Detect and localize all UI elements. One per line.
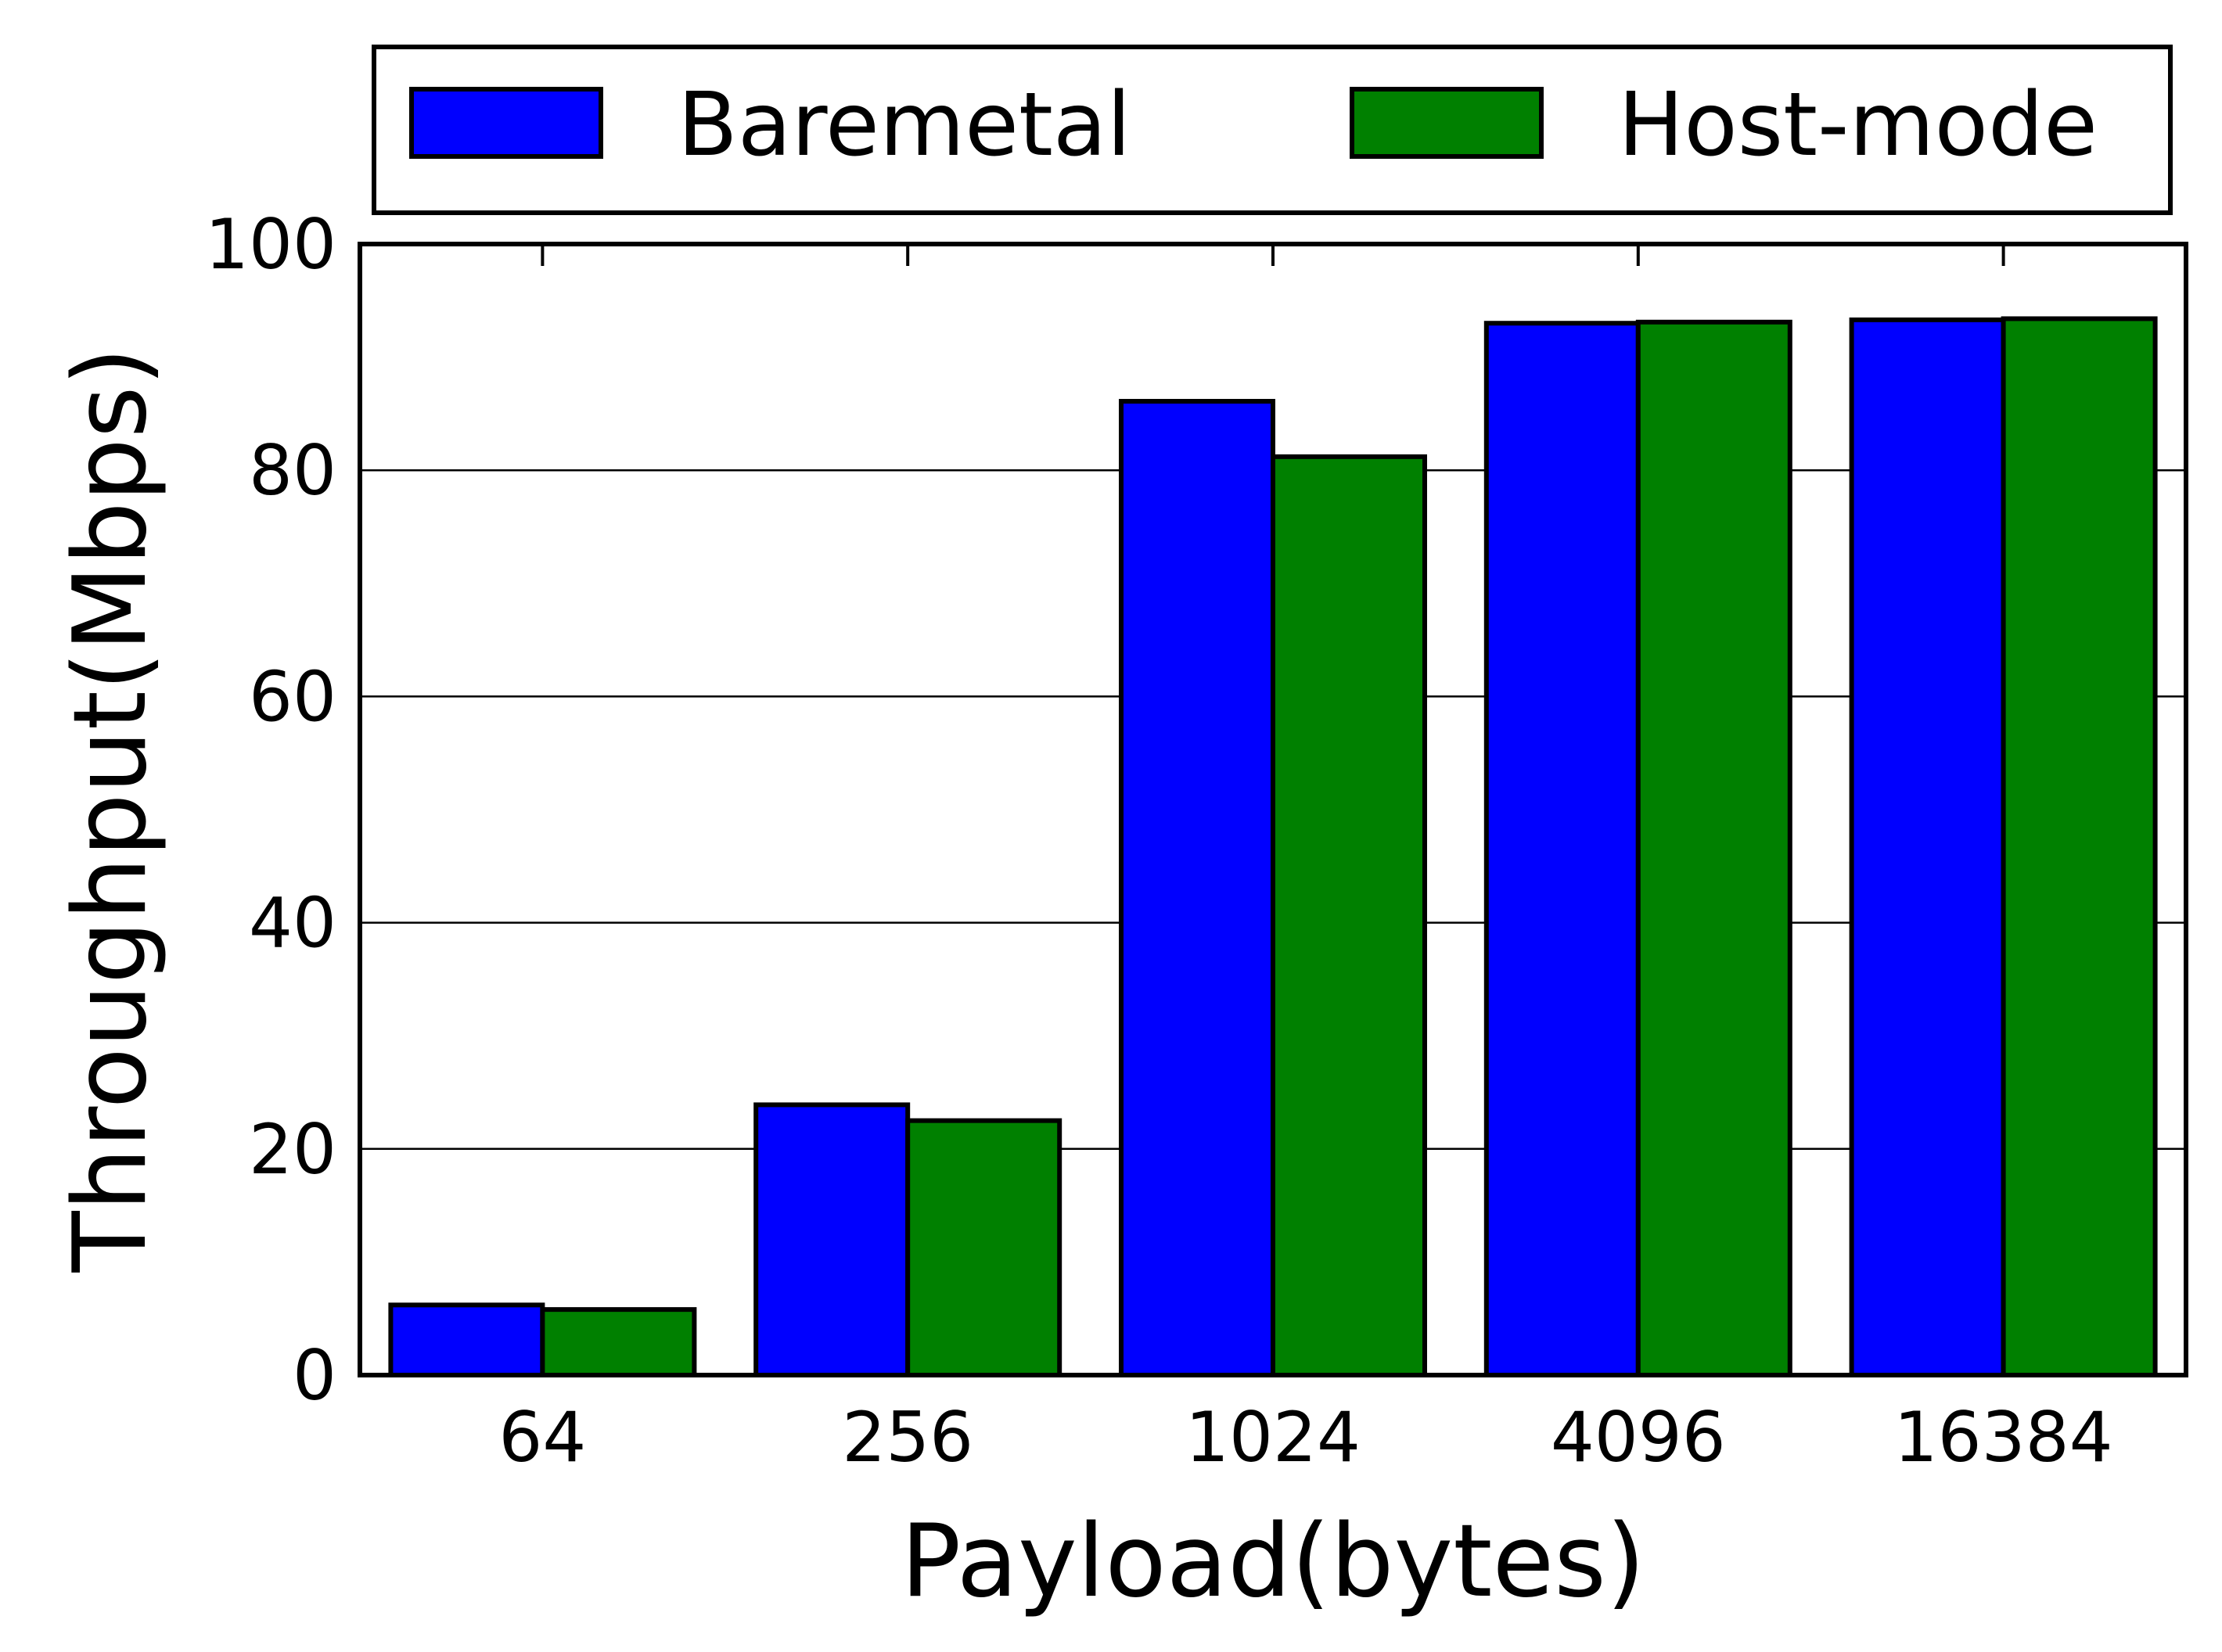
legend-label-host-mode: Host-mode [1618, 74, 2098, 176]
legend-frame [372, 45, 2173, 215]
y-tick-label-100: 100 [205, 204, 336, 285]
bar-host-mode-256 [905, 1118, 1062, 1378]
bar-host-mode-64 [540, 1307, 697, 1377]
bar-host-mode-4096 [1635, 319, 1792, 1377]
y-axis-title: Throughput(Mbps) [52, 347, 169, 1273]
bar-baremetal-16384 [1849, 317, 2006, 1378]
bar-host-mode-1024 [1271, 454, 1427, 1377]
bar-host-mode-16384 [2001, 316, 2158, 1377]
bar-baremetal-64 [388, 1302, 545, 1378]
legend: Baremetal Host-mode [372, 45, 2173, 215]
legend-label-baremetal: Baremetal [678, 74, 1131, 176]
y-tick-label-80: 80 [249, 430, 336, 511]
x-tick-label-4096: 4096 [1551, 1397, 1726, 1478]
x-tick-label-256: 256 [842, 1397, 973, 1478]
x-tick-label-1024: 1024 [1185, 1397, 1361, 1478]
legend-swatch-baremetal [409, 87, 603, 159]
y-tick-label-20: 20 [249, 1109, 336, 1190]
bar-baremetal-1024 [1119, 398, 1275, 1377]
bar-baremetal-256 [753, 1102, 911, 1377]
y-tick-label-0: 0 [293, 1335, 336, 1416]
bar-baremetal-4096 [1483, 321, 1641, 1378]
y-tick-label-60: 60 [249, 656, 336, 737]
y-tick-label-40: 40 [249, 883, 336, 964]
bars [388, 316, 2158, 1378]
tick-labels: 0 20 40 60 80 100 64 256 1024 4096 16384 [205, 204, 2113, 1478]
x-tick-label-16384: 16384 [1894, 1397, 2113, 1478]
ticks [541, 244, 2005, 266]
x-axis-title: Payload(bytes) [901, 1503, 1645, 1620]
legend-swatch-host-mode [1350, 87, 1544, 159]
x-tick-label-64: 64 [498, 1397, 586, 1478]
